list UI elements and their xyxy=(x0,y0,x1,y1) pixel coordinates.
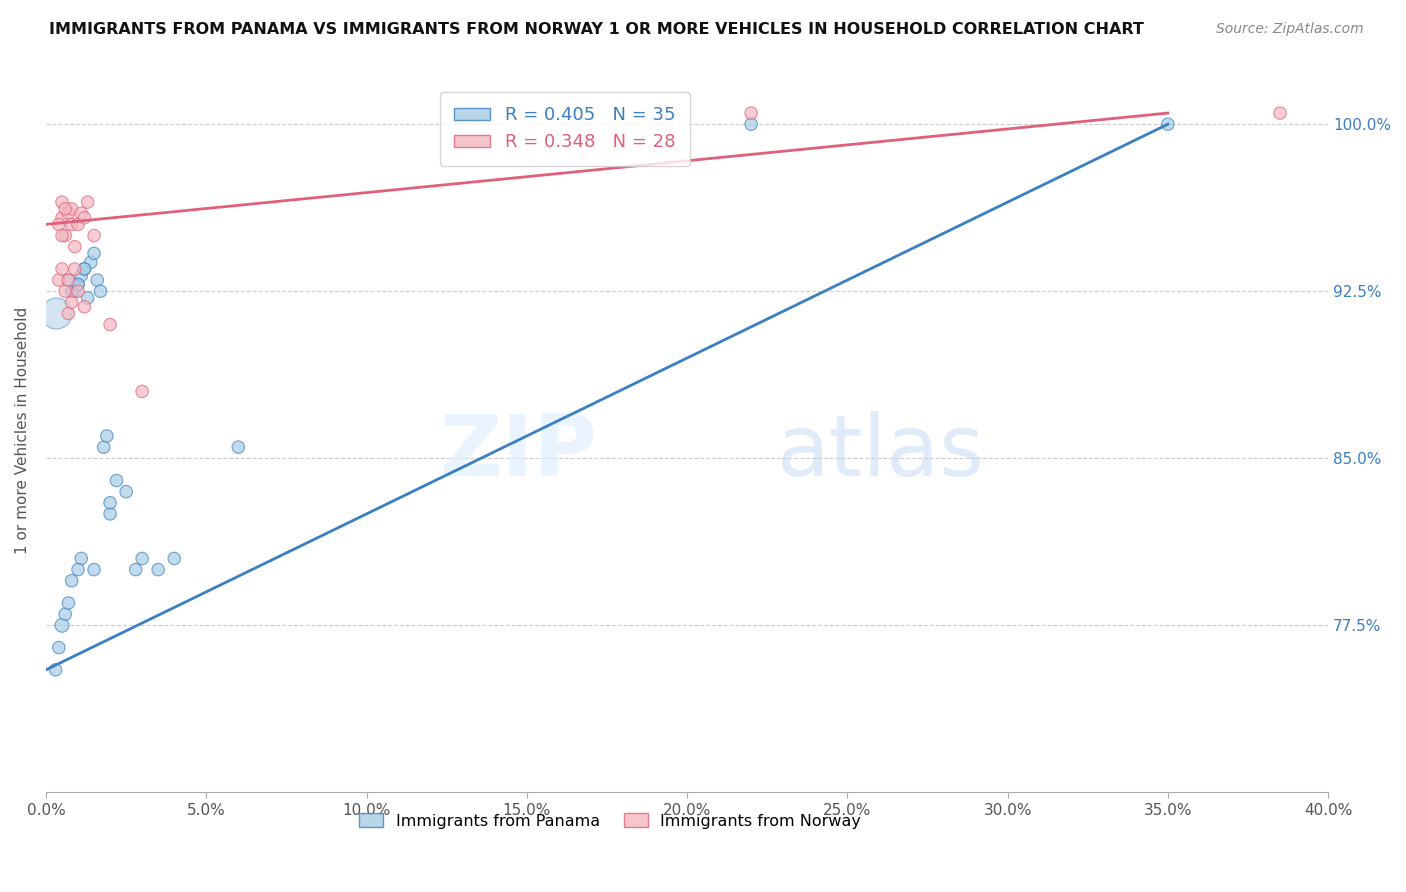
Point xyxy=(53,607,76,622)
Point xyxy=(70,551,93,566)
Point xyxy=(60,295,83,310)
Point xyxy=(60,574,83,588)
Point xyxy=(48,218,70,232)
Point xyxy=(146,563,169,577)
Point xyxy=(98,496,121,510)
Point xyxy=(60,202,83,216)
Point xyxy=(66,563,89,577)
Point xyxy=(48,640,70,655)
Point xyxy=(70,206,93,220)
Point xyxy=(66,277,89,292)
Text: atlas: atlas xyxy=(776,410,984,493)
Point xyxy=(66,284,89,298)
Point xyxy=(131,384,153,399)
Point xyxy=(131,551,153,566)
Point xyxy=(125,563,148,577)
Point xyxy=(58,273,80,287)
Y-axis label: 1 or more Vehicles in Household: 1 or more Vehicles in Household xyxy=(15,307,30,554)
Point xyxy=(53,202,76,216)
Point xyxy=(60,218,83,232)
Point xyxy=(63,240,86,254)
Point xyxy=(53,284,76,298)
Point xyxy=(80,255,103,269)
Point xyxy=(98,318,121,332)
Point xyxy=(73,262,96,277)
Point xyxy=(76,195,98,210)
Legend: Immigrants from Panama, Immigrants from Norway: Immigrants from Panama, Immigrants from … xyxy=(353,806,868,835)
Point xyxy=(83,246,105,260)
Point xyxy=(86,273,108,287)
Point xyxy=(58,306,80,320)
Point xyxy=(1268,106,1291,120)
Point xyxy=(73,262,96,277)
Point xyxy=(73,211,96,225)
Point xyxy=(58,596,80,610)
Text: IMMIGRANTS FROM PANAMA VS IMMIGRANTS FROM NORWAY 1 OR MORE VEHICLES IN HOUSEHOLD: IMMIGRANTS FROM PANAMA VS IMMIGRANTS FRO… xyxy=(49,22,1144,37)
Point xyxy=(70,268,93,283)
Point xyxy=(83,563,105,577)
Point xyxy=(48,273,70,287)
Point xyxy=(163,551,186,566)
Point xyxy=(740,106,762,120)
Point xyxy=(51,228,73,243)
Point xyxy=(73,300,96,314)
Point xyxy=(58,206,80,220)
Point xyxy=(89,284,111,298)
Point xyxy=(51,211,73,225)
Point xyxy=(51,618,73,632)
Point xyxy=(740,117,762,131)
Point xyxy=(51,195,73,210)
Point xyxy=(93,440,115,454)
Point xyxy=(1157,117,1180,131)
Point xyxy=(66,218,89,232)
Point xyxy=(63,262,86,277)
Point xyxy=(226,440,249,454)
Point xyxy=(45,663,67,677)
Point xyxy=(76,291,98,305)
Point xyxy=(98,507,121,521)
Point xyxy=(105,474,128,488)
Point xyxy=(58,273,80,287)
Text: ZIP: ZIP xyxy=(440,410,598,493)
Point xyxy=(53,228,76,243)
Point xyxy=(83,228,105,243)
Point xyxy=(115,484,138,499)
Point xyxy=(63,284,86,298)
Point xyxy=(60,284,83,298)
Point xyxy=(66,277,89,292)
Text: Source: ZipAtlas.com: Source: ZipAtlas.com xyxy=(1216,22,1364,37)
Point xyxy=(51,262,73,277)
Point xyxy=(45,306,67,320)
Point xyxy=(96,429,118,443)
